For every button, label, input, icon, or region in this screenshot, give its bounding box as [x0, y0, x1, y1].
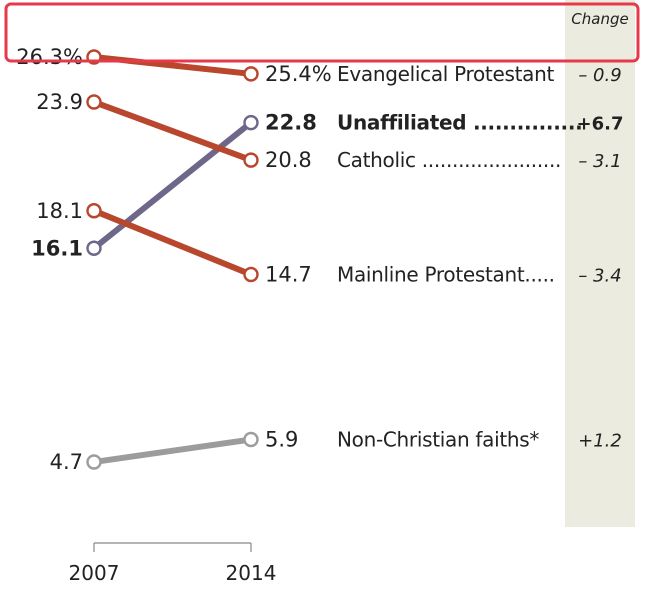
category-label-mainline-protestant: Mainline Protestant.....	[337, 263, 555, 287]
point-2014-catholic	[243, 152, 259, 168]
value-label-2014-unaffiliated: 22.8	[265, 111, 317, 135]
point-2014-evangelical-protestant	[243, 66, 259, 82]
change-value-unaffiliated: +6.7	[577, 114, 624, 135]
series-line-mainline-protestant	[98, 210, 247, 275]
change-value-evangelical-protestant: – 0.9	[578, 65, 621, 86]
change-column-background	[565, 0, 635, 527]
point-2007-non-christian-faiths	[86, 454, 102, 470]
highlight-box	[4, 2, 640, 63]
change-value-non-christian-faiths: +1.2	[578, 431, 622, 452]
category-label-evangelical-protestant: Evangelical Protestant	[337, 62, 554, 86]
point-2014-mainline-protestant	[243, 266, 259, 283]
point-2007-unaffiliated	[86, 240, 102, 256]
category-label-catholic: Catholic .......................	[337, 148, 561, 172]
value-label-2014-non-christian-faiths: 5.9	[265, 428, 298, 452]
x-tick-label-2014: 2014	[226, 561, 277, 585]
value-label-2007-non-christian-faiths: 4.7	[50, 450, 83, 474]
value-label-2014-catholic: 20.8	[265, 148, 312, 172]
value-label-2007-mainline-protestant: 18.1	[36, 199, 83, 223]
change-value-catholic: – 3.1	[578, 151, 621, 172]
series-line-catholic	[99, 101, 246, 161]
value-label-2007-evangelical-protestant: 26.3%	[16, 45, 83, 69]
x-tick-label-2007: 2007	[69, 561, 120, 585]
point-2014-unaffiliated	[243, 114, 259, 131]
value-label-2014-mainline-protestant: 14.7	[265, 263, 312, 287]
point-2007-catholic	[86, 94, 102, 110]
change-value-mainline-protestant: – 3.4	[578, 266, 621, 287]
series-line-non-christian-faiths	[100, 437, 245, 465]
series-line-unaffiliated	[97, 124, 248, 247]
change-header: Change	[571, 10, 628, 28]
point-2007-mainline-protestant	[86, 203, 102, 219]
value-label-2014-evangelical-protestant: 25.4%	[265, 62, 332, 86]
value-label-2007-unaffiliated: 16.1	[31, 236, 83, 260]
value-label-2007-catholic: 23.9	[36, 90, 83, 114]
point-2014-non-christian-faiths	[243, 431, 259, 448]
category-label-non-christian-faiths: Non-Christian faiths*	[337, 428, 539, 452]
category-label-unaffiliated: Unaffiliated ...............	[337, 111, 582, 135]
